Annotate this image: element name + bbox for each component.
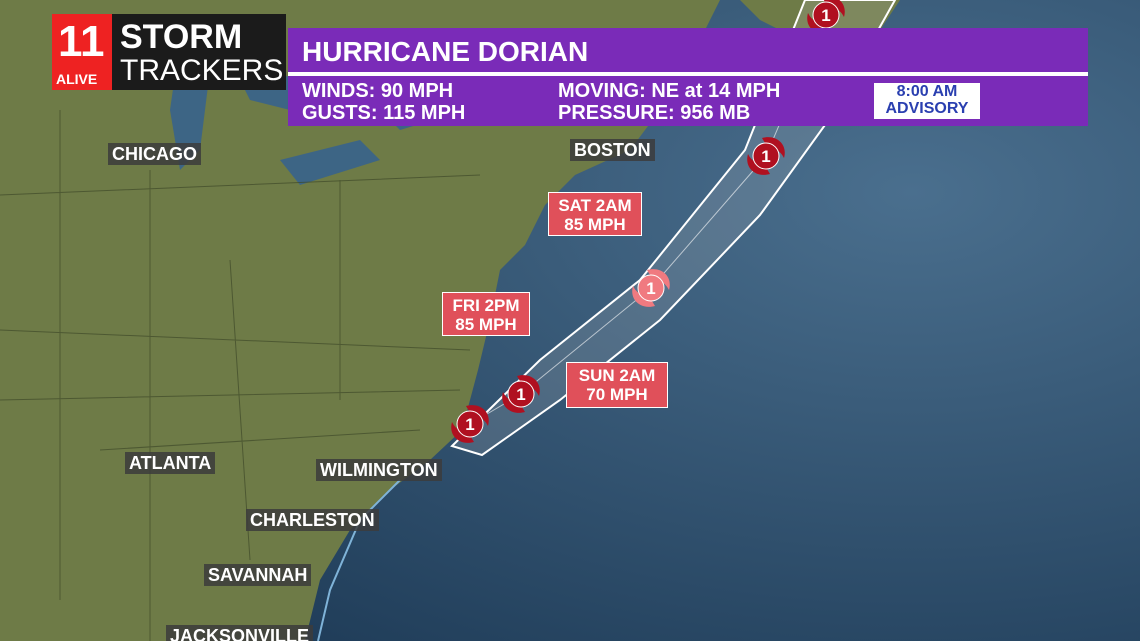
storm-core (752, 142, 780, 170)
storm-category: 1 (761, 147, 770, 166)
logo-line2: TRACKERS (120, 54, 284, 87)
city-label: JACKSONVILLE (166, 625, 314, 641)
storm-marker: 1 (632, 269, 670, 307)
city-label: ATLANTA (125, 452, 216, 474)
forecast-label: SAT 2AM 85 MPH (548, 192, 642, 236)
storm-category: 1 (465, 415, 474, 434)
storm-category: 1 (821, 6, 830, 25)
forecast-time: FRI 2PM (452, 296, 520, 315)
storm-core (456, 410, 484, 438)
storm-category: 1 (516, 385, 525, 404)
city-label: SAVANNAH (204, 564, 312, 586)
stat: PRESSURE: 956 MB (558, 102, 751, 124)
storm-category: 1 (646, 279, 655, 298)
storm-core (637, 274, 665, 302)
coast-watch (317, 479, 401, 641)
storm-marker: 1 (807, 0, 845, 34)
logo-panel: STORM TRACKERS (112, 14, 286, 90)
forecast-wind: 85 MPH (564, 215, 626, 234)
advisory-label: ADVISORY (885, 100, 969, 117)
logo-badge: 11 ALIVE (52, 14, 112, 90)
stat: GUSTS: 115 MPH (302, 102, 466, 124)
city-label: CHICAGO (108, 143, 201, 165)
forecast-label: FRI 2PM 85 MPH (442, 292, 530, 336)
city-label: BOSTON (570, 139, 655, 161)
forecast-time: SAT 2AM (558, 196, 632, 215)
stat: WINDS: 90 MPH (302, 80, 454, 102)
storm-marker: 1 (451, 405, 489, 443)
header-title: HURRICANE DORIAN (302, 36, 589, 67)
logo-number: 11 (58, 17, 105, 66)
advisory-box: 8:00 AM ADVISORY (874, 83, 980, 119)
logo-line1: STORM (120, 18, 243, 56)
storm-marker: 1 (502, 375, 540, 413)
forecast-time: SUN 2AM (578, 366, 656, 385)
advisory-time: 8:00 AM (896, 83, 958, 100)
forecast-wind: 70 MPH (586, 385, 648, 404)
city-label: WILMINGTON (316, 459, 442, 481)
divider (288, 72, 1088, 76)
stat: MOVING: NE at 14 MPH (558, 80, 781, 102)
header-panel: HURRICANE DORIAN WINDS: 90 MPH MOVING: N… (288, 28, 1088, 126)
storm-core (507, 380, 535, 408)
state-borders (0, 110, 481, 641)
storm-marker: 1 (747, 137, 785, 175)
city-label: CHARLESTON (246, 509, 379, 531)
forecast-label: SUN 2AM 70 MPH (566, 362, 668, 408)
forecast-wind: 85 MPH (455, 315, 517, 334)
storm-swirl (807, 0, 845, 34)
logo-station: ALIVE (56, 71, 98, 87)
